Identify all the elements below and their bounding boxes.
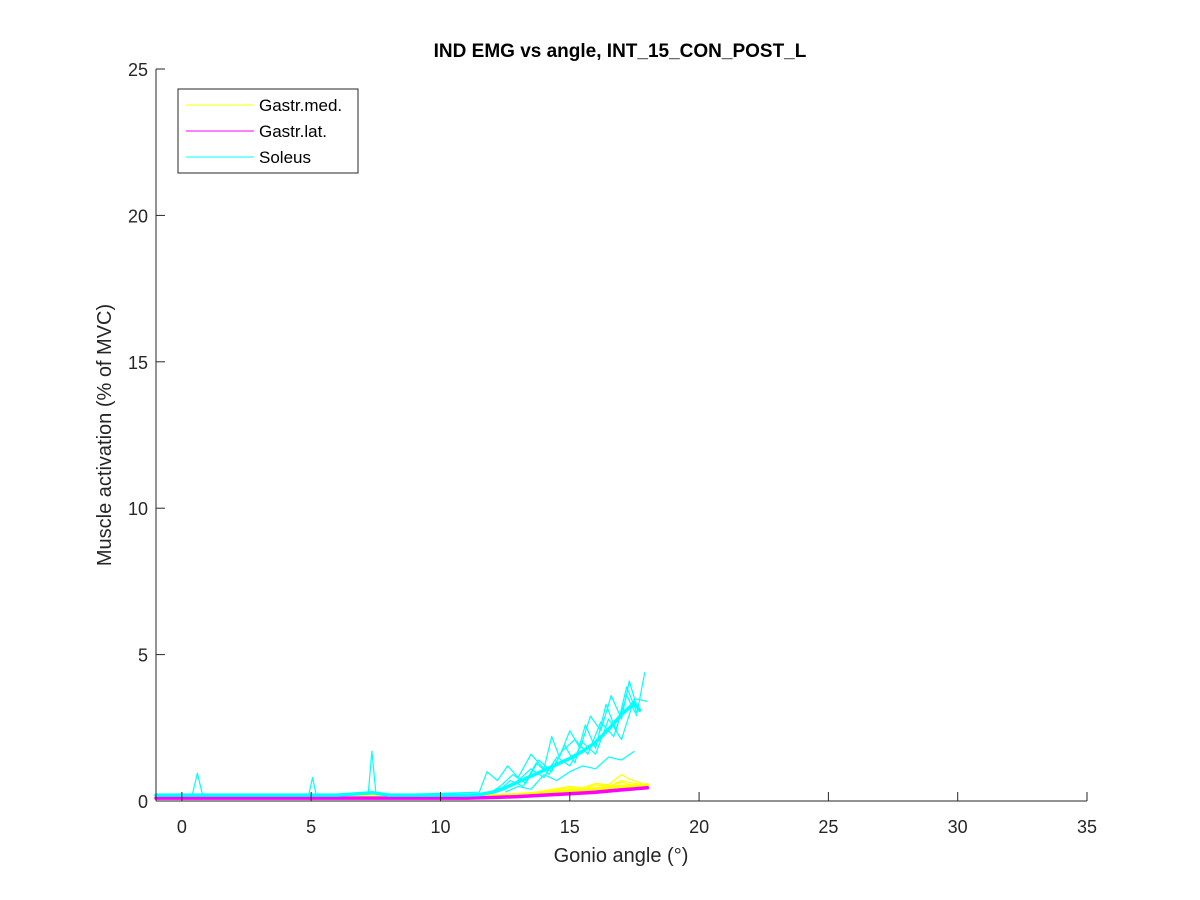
- trial-line-soleus: [486, 672, 646, 796]
- y-axis-label: Muscle activation (% of MVC): [94, 304, 116, 566]
- plot-area: [154, 672, 650, 800]
- y-tick-label: 0: [138, 792, 148, 812]
- x-tick-label: 35: [1077, 817, 1097, 837]
- x-tick-label: 5: [306, 817, 316, 837]
- legend-label-gastr-lat: Gastr.lat.: [259, 122, 327, 141]
- legend: Gastr.med. Gastr.lat. Soleus: [177, 88, 359, 174]
- x-axis-ticks: 0 5 10 15 20 25 30 35: [177, 792, 1097, 837]
- x-tick-label: 25: [818, 817, 838, 837]
- x-tick-label: 10: [430, 817, 450, 837]
- mean-line-soleus: [154, 701, 642, 797]
- x-tick-label: 15: [560, 817, 580, 837]
- trial-line-soleus: [496, 694, 638, 793]
- x-tick-label: 30: [948, 817, 968, 837]
- y-tick-label: 20: [128, 206, 148, 226]
- x-tick-label: 20: [689, 817, 709, 837]
- legend-label-soleus: Soleus: [259, 148, 311, 167]
- legend-label-gastr-med: Gastr.med.: [259, 96, 342, 115]
- y-tick-label: 10: [128, 499, 148, 519]
- x-tick-label: 0: [177, 817, 187, 837]
- x-axis-label: Gonio angle (°): [554, 845, 689, 867]
- y-tick-label: 25: [128, 60, 148, 80]
- trial-line-soleus: [504, 750, 635, 793]
- y-tick-label: 5: [138, 646, 148, 666]
- axes: 0 5 10 15 20 25 30 35 0 5 10 15 20 25: [128, 60, 1097, 837]
- y-tick-label: 15: [128, 353, 148, 373]
- mean-line-gastr-lat: [154, 786, 650, 800]
- y-axis-ticks: 0 5 10 15 20 25: [128, 60, 165, 812]
- chart-title: IND EMG vs angle, INT_15_CON_POST_L: [434, 41, 807, 62]
